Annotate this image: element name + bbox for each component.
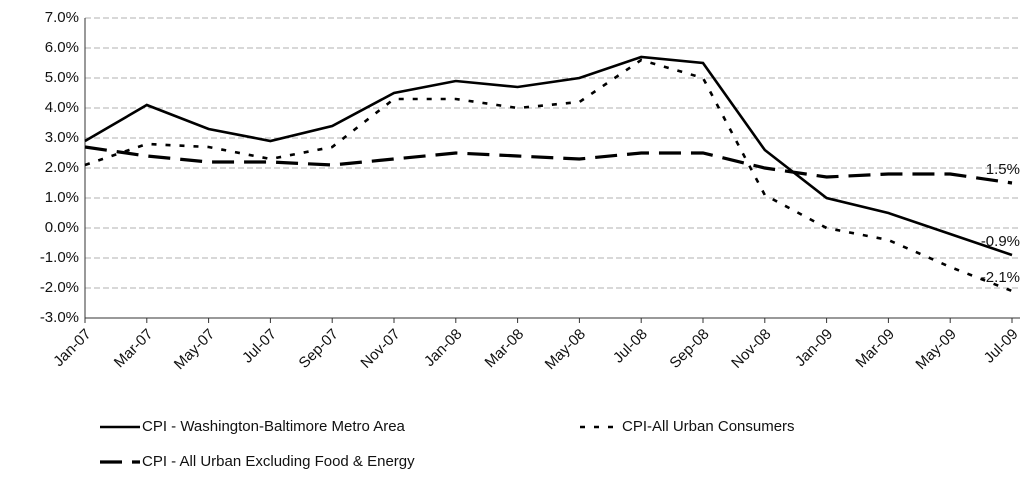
series-line (84, 145, 1013, 185)
y-tick-label: 2.0% (45, 159, 79, 176)
y-tick-label: 7.0% (45, 9, 79, 26)
y-tick-label: -1.0% (40, 249, 79, 266)
y-tick-label: 0.0% (45, 219, 79, 236)
x-tick-label: Mar-09 (852, 326, 898, 372)
data-label: 1.5% (986, 161, 1020, 178)
x-tick-label: May-09 (912, 326, 959, 373)
series-line (84, 58, 1013, 293)
y-tick-label: -3.0% (40, 309, 79, 326)
x-tick-label: Nov-07 (357, 326, 403, 372)
x-tick-label: May-08 (542, 326, 589, 373)
x-tick-label: Nov-08 (728, 326, 774, 372)
series-line (84, 55, 1013, 257)
y-tick-label: 1.0% (45, 189, 79, 206)
legend-label: CPI - All Urban Excluding Food & Energy (142, 453, 415, 470)
x-tick-label: Jan-07 (50, 326, 94, 370)
data-label: -2.1% (981, 269, 1020, 286)
data-label: -0.9% (981, 233, 1020, 250)
x-tick-label: Sep-07 (296, 326, 342, 372)
x-tick-label: Jan-09 (792, 326, 836, 370)
y-tick-label: -2.0% (40, 279, 79, 296)
y-tick-label: 4.0% (45, 99, 79, 116)
x-tick-label: Jan-08 (421, 326, 465, 370)
y-tick-label: 6.0% (45, 39, 79, 56)
x-tick-label: Mar-08 (482, 326, 528, 372)
x-tick-label: Jul-07 (239, 326, 280, 367)
x-tick-label: Jul-08 (610, 326, 651, 367)
legend-label: CPI-All Urban Consumers (622, 418, 795, 435)
x-tick-label: Jul-09 (981, 326, 1022, 367)
x-tick-label: Sep-08 (666, 326, 712, 372)
legend-label: CPI - Washington-Baltimore Metro Area (142, 418, 406, 435)
y-tick-label: 5.0% (45, 69, 79, 86)
x-tick-label: May-07 (171, 326, 218, 373)
x-tick-label: Mar-07 (111, 326, 157, 372)
y-tick-label: 3.0% (45, 129, 79, 146)
